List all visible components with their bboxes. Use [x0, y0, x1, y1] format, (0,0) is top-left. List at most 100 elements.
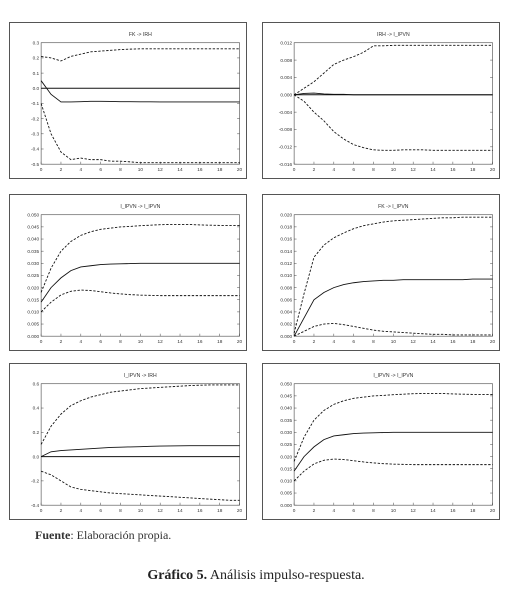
y-tick-label: 0.020: [27, 285, 39, 291]
x-tick-label: 2: [313, 167, 316, 173]
lower-confidence-band-line: [40, 470, 240, 501]
plot-frame: [40, 42, 240, 165]
y-tick-label: 0.2: [33, 430, 40, 436]
x-tick-label: 10: [138, 339, 144, 345]
x-tick-label: 12: [411, 339, 417, 345]
y-tick-label: 0.008: [280, 58, 292, 64]
plot-frame: [293, 42, 493, 165]
lower-confidence-band-line: [40, 103, 240, 164]
plot-frame: [40, 214, 240, 337]
chart-panel-iipvn-iipvn-right: I_IPVN -> I_IPVN 0.000 0.005 0.010 0.015 0.02…: [262, 363, 500, 520]
x-tick-label: 16: [197, 508, 203, 514]
x-tick-label: 0: [293, 339, 296, 345]
x-tick-label: 16: [450, 167, 456, 173]
y-tick-label: 0.008: [280, 285, 292, 291]
x-tick-label: 18: [470, 508, 476, 514]
x-tick-label: 0: [40, 508, 43, 514]
y-tick-label: 0.015: [27, 297, 39, 303]
y-tick-label: 0.4: [33, 406, 40, 412]
y-tick-label: 0.0: [33, 454, 40, 460]
x-tick-label: 12: [158, 167, 164, 173]
x-tick-label: 20: [237, 508, 243, 514]
chart-panel-fk-iipvn: FK -> I_IPVN 0.000 0.002 0.004 0.006 0.008 0.0…: [262, 194, 500, 351]
y-tick-label: 0.005: [27, 322, 39, 328]
x-tick-label: 16: [450, 339, 456, 345]
x-tick-label: 10: [138, 508, 144, 514]
x-tick-label: 14: [177, 167, 183, 173]
y-tick-label: -0.016: [279, 162, 293, 168]
plot-frame: [293, 383, 493, 506]
x-tick-label: 0: [293, 167, 296, 173]
x-tick-label: 20: [490, 167, 496, 173]
lower-confidence-band-line: [293, 322, 493, 337]
y-tick-label: 0.015: [280, 466, 292, 472]
y-tick-label: -0.4: [31, 503, 40, 509]
x-tick-label: 10: [391, 508, 397, 514]
chart-title: I_IPVN -> I_IPVN: [120, 204, 160, 210]
y-tick-label: 0.000: [280, 334, 292, 340]
x-tick-label: 4: [332, 339, 335, 345]
x-tick-label: 16: [197, 339, 203, 345]
x-tick-label: 18: [217, 508, 223, 514]
x-tick-label: 8: [119, 339, 122, 345]
x-tick-label: 4: [332, 167, 335, 173]
x-tick-label: 12: [411, 167, 417, 173]
y-tick-label: 0.035: [27, 249, 39, 255]
y-tick-label: 0.002: [280, 322, 292, 328]
x-tick-label: 8: [372, 339, 375, 345]
x-tick-label: 4: [79, 167, 82, 173]
x-tick-label: 14: [430, 508, 436, 514]
y-tick-label: 0.6: [33, 381, 40, 387]
x-tick-label: 14: [177, 339, 183, 345]
y-tick-label: 0.2: [33, 56, 40, 62]
chart-title: FK -> IRH: [129, 32, 152, 38]
caption-text: Análisis impulso-respuesta.: [207, 568, 365, 583]
x-tick-label: 18: [217, 339, 223, 345]
x-tick-label: 2: [313, 508, 316, 514]
upper-confidence-band-line: [293, 44, 493, 96]
chart-iipvn-iipvn-left: I_IPVN -> I_IPVN 0.000 0.005 0.010 0.015 0.02…: [27, 204, 243, 345]
x-tick-label: 16: [197, 167, 203, 173]
y-tick-label: 0.025: [27, 273, 39, 279]
x-tick-label: 2: [313, 339, 316, 345]
impulse-response-line: [293, 278, 493, 337]
y-tick-label: 0.010: [280, 273, 292, 279]
y-tick-label: 0.045: [27, 225, 39, 231]
x-tick-label: 10: [391, 167, 397, 173]
chart-title: IRH -> I_IPVN: [377, 32, 410, 38]
x-tick-label: 4: [332, 508, 335, 514]
y-tick-label: 0.020: [280, 454, 292, 460]
x-tick-label: 2: [60, 339, 63, 345]
x-tick-label: 8: [372, 167, 375, 173]
y-tick-label: 0.000: [280, 92, 292, 98]
x-tick-label: 20: [490, 339, 496, 345]
y-tick-label: -0.1: [31, 101, 40, 107]
x-tick-label: 18: [470, 167, 476, 173]
x-tick-label: 6: [352, 167, 355, 173]
x-tick-label: 10: [138, 167, 144, 173]
y-tick-label: 0.016: [280, 237, 292, 243]
chart-panel-iipvn-iipvn-left: I_IPVN -> I_IPVN 0.000 0.005 0.010 0.015 0.02…: [9, 194, 247, 351]
chart-fk-irh: FK -> IRH -0.5 -0.4 -0.3 -0.2 -0.1 0.0 0.1 0.2 0.…: [31, 32, 243, 173]
chart-panel-irh-iipvn: IRH -> I_IPVN -0.016 -0.012 -0.008 -0.004 0.0…: [262, 22, 500, 179]
x-tick-label: 12: [411, 508, 417, 514]
figure-caption: Gráfico 5. Análisis impulso-respuesta.: [0, 568, 512, 584]
source-note: Fuente: Elaboración propia.: [35, 528, 171, 543]
x-tick-label: 2: [60, 508, 63, 514]
x-tick-label: 6: [99, 167, 102, 173]
y-tick-label: -0.5: [31, 162, 40, 168]
x-tick-label: 20: [490, 508, 496, 514]
y-tick-label: 0.004: [280, 310, 292, 316]
chart-fk-iipvn: FK -> I_IPVN 0.000 0.002 0.004 0.006 0.008 0.0…: [280, 204, 496, 345]
impulse-response-line: [40, 80, 240, 103]
impulse-response-line: [40, 262, 240, 303]
upper-confidence-band-line: [293, 216, 493, 334]
x-tick-label: 18: [470, 339, 476, 345]
chart-title: I_IPVN -> I_IPVN: [373, 373, 413, 379]
x-tick-label: 16: [450, 508, 456, 514]
impulse-response-line: [294, 92, 493, 96]
x-tick-label: 20: [237, 339, 243, 345]
chart-iipvn-iipvn-right: I_IPVN -> I_IPVN 0.000 0.005 0.010 0.015 0.02…: [280, 373, 496, 514]
x-tick-label: 4: [79, 508, 82, 514]
y-tick-label: -0.004: [279, 110, 293, 116]
